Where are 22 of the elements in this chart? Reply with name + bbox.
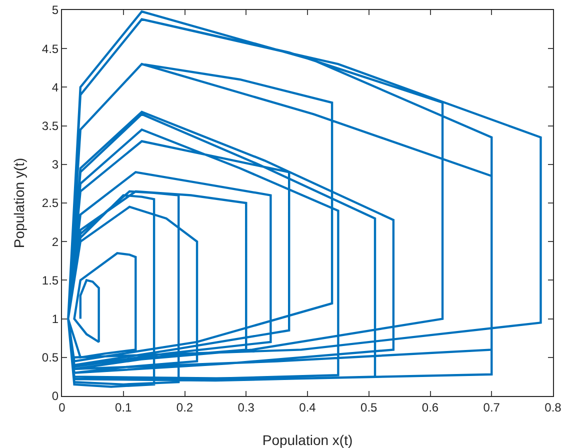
x-tick-label: 0.1: [115, 400, 132, 414]
y-tick-label: 3.5: [42, 119, 59, 133]
y-tick-label: 5: [52, 3, 59, 18]
y-axis-title: Population y(t): [11, 158, 27, 248]
x-tick-label: 0.4: [299, 400, 316, 414]
x-tick-label: 0.5: [360, 400, 378, 414]
y-tick-label: 0: [52, 389, 59, 404]
x-tick-label: 0.7: [483, 400, 500, 414]
y-tick-label: 1: [52, 312, 59, 326]
y-tick-label: 4.5: [42, 42, 59, 56]
y-tick-label: 2: [52, 234, 59, 249]
y-tick-label: 4: [52, 80, 59, 94]
y-tick-label: 2.5: [42, 196, 59, 210]
x-tick-label: 0.2: [176, 400, 194, 414]
line-series: [67, 10, 542, 388]
x-axis-title: Population x(t): [262, 432, 353, 448]
y-tick-label: 0.5: [42, 350, 59, 365]
x-tick-label: 0.6: [422, 400, 439, 414]
x-tick-label: 0.8: [544, 400, 562, 414]
x-tick-label: 0.3: [238, 400, 255, 414]
y-tick-label: 1.5: [42, 273, 59, 288]
y-tick-label: 3: [52, 158, 59, 172]
